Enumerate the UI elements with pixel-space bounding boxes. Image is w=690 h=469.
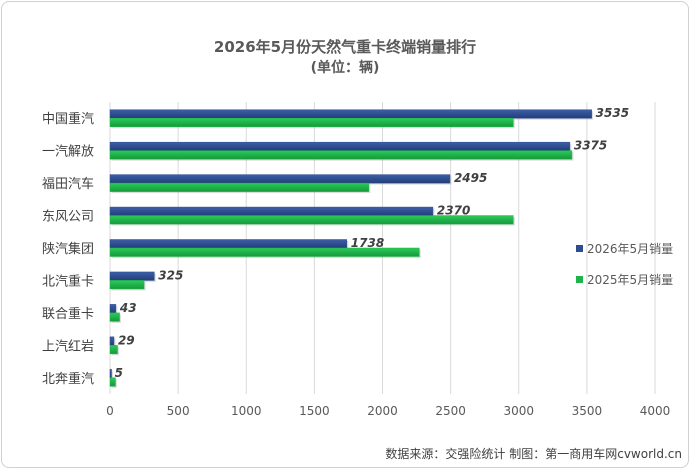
x-tick-label: 1000 (231, 404, 262, 418)
bar-2026 (109, 109, 592, 119)
x-tick-label: 0 (106, 404, 114, 418)
bar-2025 (109, 150, 573, 160)
data-label: 43 (119, 301, 137, 315)
category-label: 联合重卡 (42, 306, 94, 322)
data-label: 325 (158, 268, 183, 282)
bar-2026 (109, 304, 117, 314)
bars (109, 109, 594, 388)
data-label: 2370 (437, 204, 470, 218)
x-tick-label: 1500 (299, 404, 330, 418)
x-axis-ticks: 0 500 1000 1500 2000 2500 3000 3500 4000 (106, 404, 670, 418)
bar-2025 (109, 377, 116, 387)
legend-label: 2025年5月销量 (587, 273, 673, 287)
x-tick-label: 2000 (367, 404, 398, 418)
data-labels: 3535 3375 2495 2370 1738 325 43 29 5 (115, 106, 629, 380)
bar-2026 (109, 141, 571, 151)
category-label: 一汽解放 (42, 145, 94, 160)
bar-2026 (109, 271, 155, 281)
category-label: 上汽红岩 (42, 338, 94, 354)
bar-2025 (109, 117, 514, 127)
bar-2026 (109, 336, 115, 346)
x-tick-label: 3000 (503, 404, 534, 418)
bar-2025 (109, 345, 118, 355)
legend-swatch-2026 (576, 245, 583, 252)
data-label: 2495 (454, 171, 487, 185)
x-tick-label: 3500 (572, 404, 603, 418)
x-tick-label: 2500 (435, 404, 466, 418)
bar-2025 (109, 182, 370, 192)
bar-2025 (109, 312, 120, 322)
bar-2026 (109, 369, 112, 379)
x-tick-label: 500 (167, 404, 190, 418)
category-label: 陕汽集团 (42, 241, 94, 257)
legend-label: 2026年5月销量 (587, 242, 673, 256)
bar-2025 (109, 247, 420, 257)
bar-2026 (109, 239, 348, 249)
bar-shadow (111, 370, 113, 380)
source-note: 数据来源：交强险统计 制图：第一商用车网cvworld.cn (385, 447, 682, 461)
chart-subtitle: (单位：辆) (310, 60, 380, 76)
x-tick-label: 4000 (640, 404, 671, 418)
data-label: 5 (115, 366, 123, 380)
chart-title: 2026年5月份天然气重卡终端销量排行 (213, 38, 477, 56)
data-label: 1738 (351, 236, 384, 250)
data-label: 3375 (574, 139, 607, 153)
bar-2025 (109, 280, 145, 290)
category-label: 东风公司 (42, 210, 94, 225)
legend: 2026年5月销量 2025年5月销量 (576, 242, 673, 287)
category-label: 北汽重卡 (42, 273, 94, 289)
bar-2025 (109, 215, 514, 225)
bar-2026 (109, 206, 434, 216)
legend-swatch-2025 (576, 276, 583, 283)
category-label: 北奔重汽 (42, 371, 94, 387)
category-label: 福田汽车 (42, 176, 94, 192)
category-label: 中国重汽 (42, 111, 94, 127)
bar-2026 (109, 174, 451, 184)
data-label: 3535 (596, 106, 629, 120)
data-label: 29 (118, 333, 135, 347)
